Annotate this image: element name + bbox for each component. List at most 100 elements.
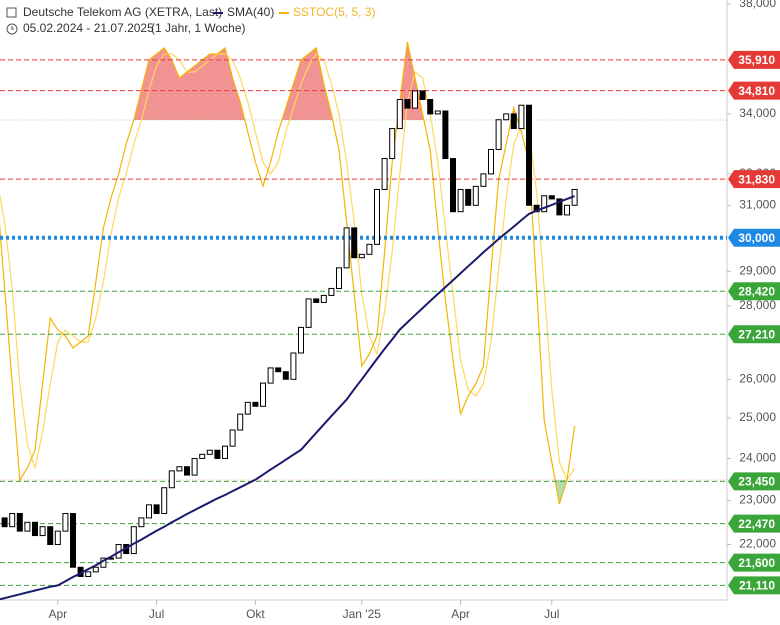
candle [427, 98, 434, 115]
candle [229, 429, 236, 447]
y-tick-label: 38,000 [739, 0, 776, 10]
candle [548, 195, 555, 200]
candle [206, 449, 213, 455]
candle [457, 188, 464, 213]
candle [351, 227, 358, 259]
plot-layer [0, 41, 727, 600]
x-tick-label: Apr [451, 607, 470, 621]
stoch-signal-line [0, 53, 576, 482]
symbol-icon [6, 7, 17, 18]
candle [389, 128, 396, 160]
level-label: 35,910 [738, 53, 775, 67]
x-tick-label: Okt [246, 607, 265, 621]
candle [488, 148, 494, 175]
candle [518, 104, 525, 130]
candle [305, 298, 312, 328]
y-tick-label: 23,000 [739, 493, 776, 507]
candle [564, 204, 570, 216]
x-tick-label: Jul [149, 607, 164, 621]
candle [472, 185, 479, 206]
level-label: 34,810 [738, 84, 775, 98]
header: Deutsche Telekom AG (XETRA, Last) SMA(40… [6, 5, 375, 35]
candle [298, 326, 304, 354]
candle [16, 513, 23, 532]
level-tag [728, 228, 780, 247]
candle [62, 513, 69, 532]
candle [495, 119, 502, 150]
x-tick-label: Apr [48, 607, 67, 621]
y-tick-label: 29,000 [739, 263, 776, 277]
stoch-line [0, 41, 576, 505]
candle [161, 487, 168, 515]
candle [328, 287, 335, 296]
candle [343, 227, 350, 269]
candle [24, 521, 31, 532]
candle [184, 466, 190, 476]
candle [214, 449, 221, 459]
clock-hands [11, 26, 14, 30]
candle [1, 517, 8, 528]
y-tick-label: 26,000 [739, 371, 776, 385]
candle [510, 113, 517, 130]
label-layer: 38,00034,00032,00031,00029,00028,00026,0… [48, 0, 780, 621]
candle [419, 90, 426, 100]
y-tick-label: 22,000 [739, 537, 776, 551]
candle [70, 513, 76, 568]
level-tag [728, 472, 780, 491]
level-tag [728, 576, 780, 595]
candle [358, 253, 365, 259]
clock-icon [6, 23, 18, 35]
date-range: 05.02.2024 - 21.07.2025 [23, 21, 154, 35]
level-tag [728, 514, 780, 533]
candle [47, 526, 54, 546]
candle [381, 158, 388, 190]
level-label: 27,210 [738, 327, 775, 341]
candle [313, 298, 320, 303]
candle [54, 530, 61, 546]
y-tick-label: 24,000 [739, 451, 776, 465]
candle [282, 371, 289, 380]
candle [442, 110, 449, 160]
candle [222, 445, 228, 459]
overbought-fill [0, 42, 575, 120]
level-tag [728, 325, 780, 344]
candle [252, 401, 259, 407]
candle [9, 513, 16, 528]
candle [465, 188, 472, 206]
candle [92, 566, 99, 573]
level-label: 22,470 [738, 517, 775, 531]
chart-title: Deutsche Telekom AG (XETRA, Last) [23, 5, 222, 19]
candle [320, 294, 327, 303]
x-tick-label: Jul [544, 607, 559, 621]
level-tag [728, 170, 780, 189]
candle [32, 521, 38, 537]
candle [336, 267, 342, 289]
candle [267, 367, 274, 384]
candle [237, 413, 244, 431]
candle [138, 517, 145, 528]
y-tick-label: 28,000 [739, 298, 776, 312]
candle [526, 104, 532, 206]
candle [290, 352, 297, 380]
level-label: 23,450 [738, 475, 775, 489]
candle [480, 173, 487, 187]
candle [366, 243, 373, 255]
candle [244, 401, 251, 415]
level-label: 31,830 [738, 172, 775, 186]
candle [130, 526, 137, 555]
candle [176, 466, 183, 472]
candle [396, 98, 403, 130]
legend-entry: SMA(40) [227, 5, 274, 19]
y-tick-label: 31,000 [739, 197, 776, 211]
candle [404, 98, 411, 109]
candle [434, 110, 441, 115]
candle [39, 526, 46, 537]
candle [541, 195, 548, 213]
candle [146, 504, 152, 519]
candle [85, 571, 92, 578]
candle [199, 453, 206, 459]
sma-line [0, 195, 575, 600]
candle [153, 504, 160, 515]
level-tag [728, 81, 780, 100]
